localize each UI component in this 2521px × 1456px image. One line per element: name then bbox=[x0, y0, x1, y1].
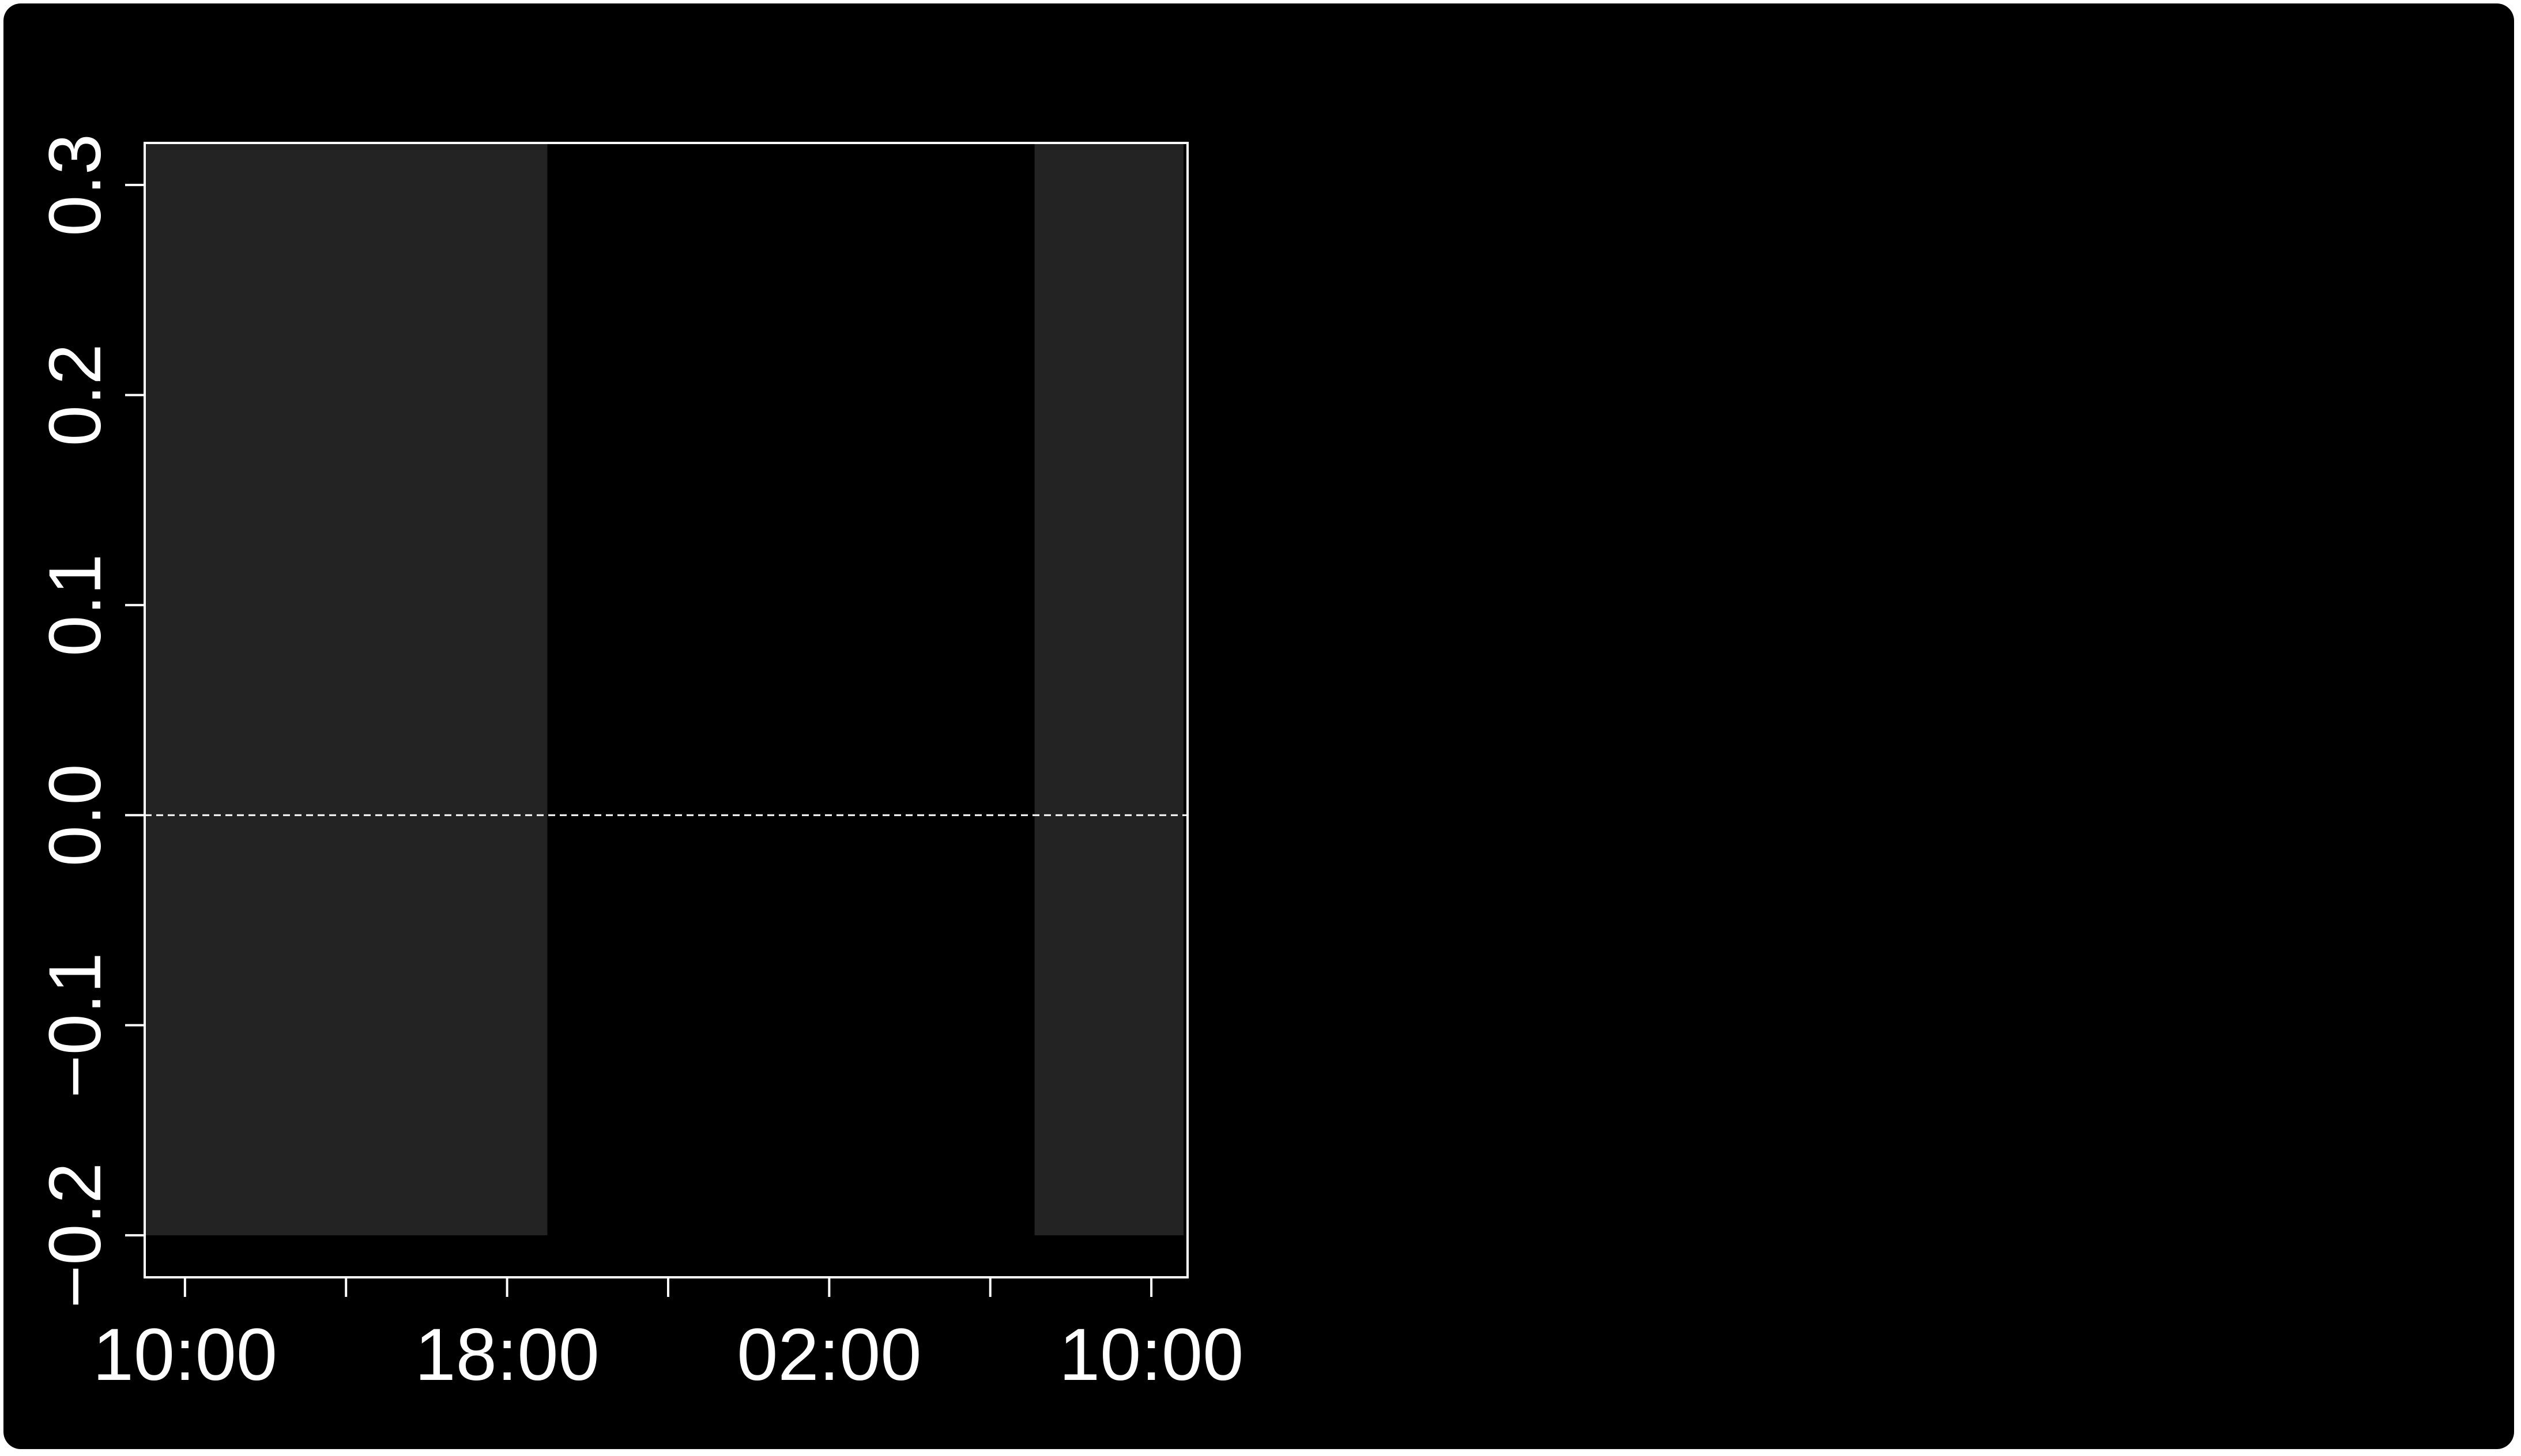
x-tick-label: 10:00 bbox=[1059, 1314, 1243, 1396]
y-tick-label: 0.2 bbox=[34, 344, 116, 446]
x-tick-label: 18:00 bbox=[414, 1314, 599, 1396]
shaded-period-2 bbox=[1034, 143, 1184, 1236]
y-tick-label: 0.0 bbox=[34, 764, 116, 866]
shaded-periods bbox=[145, 143, 1184, 1236]
y-tick-label: 0.1 bbox=[34, 554, 116, 657]
plot-frame bbox=[144, 142, 1189, 1278]
x-axis: 10:00 18:00 02:00 10:00 bbox=[93, 1277, 1243, 1396]
x-tick-label: 02:00 bbox=[737, 1314, 921, 1396]
x-tick-label: 10:00 bbox=[93, 1314, 277, 1396]
shaded-period-1 bbox=[145, 143, 548, 1236]
y-axis: 0.3 0.2 0.1 0.0 −0.1 −0.2 bbox=[34, 134, 145, 1308]
y-tick-label: −0.2 bbox=[34, 1163, 116, 1308]
y-tick-label: 0.3 bbox=[34, 134, 116, 236]
y-tick-label: −0.1 bbox=[34, 952, 116, 1098]
